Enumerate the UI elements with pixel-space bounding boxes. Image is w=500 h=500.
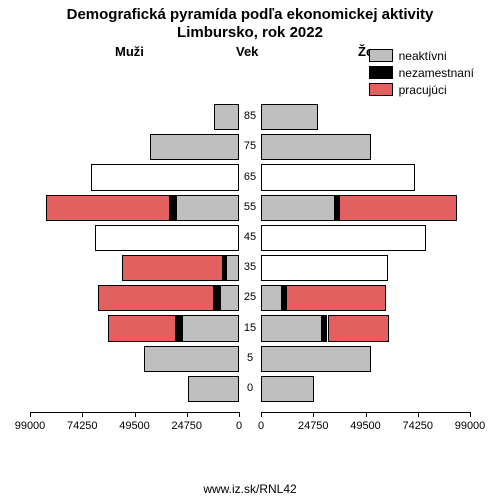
chart-title-line1: Demografická pyramída podľa ekonomickej … — [0, 6, 500, 23]
female-bar-inactive — [261, 195, 335, 221]
age-label: 0 — [240, 382, 260, 394]
age-label: 15 — [240, 322, 260, 334]
tick-mark — [366, 412, 367, 417]
female-bar-inactive — [261, 315, 322, 341]
age-label: 75 — [240, 140, 260, 152]
tick-mark — [187, 412, 188, 417]
tick-label: 0 — [236, 420, 242, 432]
tick-mark — [82, 412, 83, 417]
female-bar-blank — [261, 255, 388, 281]
female-bar-inactive — [261, 104, 318, 130]
source-url: www.iz.sk/RNL42 — [0, 482, 500, 496]
tick-label: 99000 — [455, 420, 486, 432]
male-bar-inactive — [226, 255, 239, 281]
age-label: 55 — [240, 201, 260, 213]
tick-mark — [313, 412, 314, 417]
male-bar-inactive — [144, 346, 239, 372]
male-bar-unemployed — [176, 315, 182, 341]
female-bar-blank — [261, 225, 426, 251]
legend-label: neaktívni — [399, 49, 447, 63]
age-label: 85 — [240, 110, 260, 122]
tick-label: 49500 — [119, 420, 150, 432]
female-bar-working — [328, 315, 389, 341]
female-bar-inactive — [261, 134, 371, 160]
tick-label: 99000 — [15, 420, 46, 432]
legend-swatch-icon — [369, 49, 393, 62]
label-male: Muži — [115, 44, 144, 59]
tick-mark — [470, 412, 471, 417]
male-bar-unemployed — [214, 285, 220, 311]
female-bar-inactive — [261, 376, 314, 402]
tick-label: 49500 — [350, 420, 381, 432]
age-label: 5 — [240, 352, 260, 364]
female-bar-working — [339, 195, 457, 221]
male-bar-blank — [95, 225, 239, 251]
male-bar-blank — [91, 164, 239, 190]
age-label: 45 — [240, 231, 260, 243]
age-label: 65 — [240, 171, 260, 183]
female-bar-inactive — [261, 285, 282, 311]
male-bar-inactive — [188, 376, 239, 402]
male-bar-inactive — [150, 134, 239, 160]
tick-label: 74250 — [402, 420, 433, 432]
female-bar-blank — [261, 164, 415, 190]
label-age: Vek — [236, 44, 258, 59]
male-bar-inactive — [176, 195, 239, 221]
age-label: 35 — [240, 261, 260, 273]
tick-mark — [135, 412, 136, 417]
tick-mark — [418, 412, 419, 417]
chart-title-line2: Limbursko, rok 2022 — [0, 24, 500, 41]
male-bar-working — [108, 315, 176, 341]
tick-mark — [239, 412, 240, 417]
tick-label: 74250 — [67, 420, 98, 432]
pyramid-chart: Demografická pyramída podľa ekonomickej … — [0, 0, 500, 500]
male-bar-working — [46, 195, 171, 221]
legend-item: neaktívni — [369, 48, 474, 63]
male-bar-inactive — [182, 315, 239, 341]
tick-mark — [30, 412, 31, 417]
tick-label: 24750 — [171, 420, 202, 432]
male-bar-inactive — [214, 104, 239, 130]
male-bar-working — [122, 255, 223, 281]
male-bar-working — [98, 285, 214, 311]
female-bar-working — [286, 285, 385, 311]
tick-label: 0 — [258, 420, 264, 432]
male-bar-unemployed — [170, 195, 175, 221]
male-bar-inactive — [220, 285, 239, 311]
tick-label: 24750 — [298, 420, 329, 432]
tick-mark — [261, 412, 262, 417]
plot-area: 8575655545352515500247504950074250990000… — [30, 64, 470, 444]
male-bar-unemployed — [223, 255, 226, 281]
age-label: 25 — [240, 291, 260, 303]
female-bar-inactive — [261, 346, 371, 372]
